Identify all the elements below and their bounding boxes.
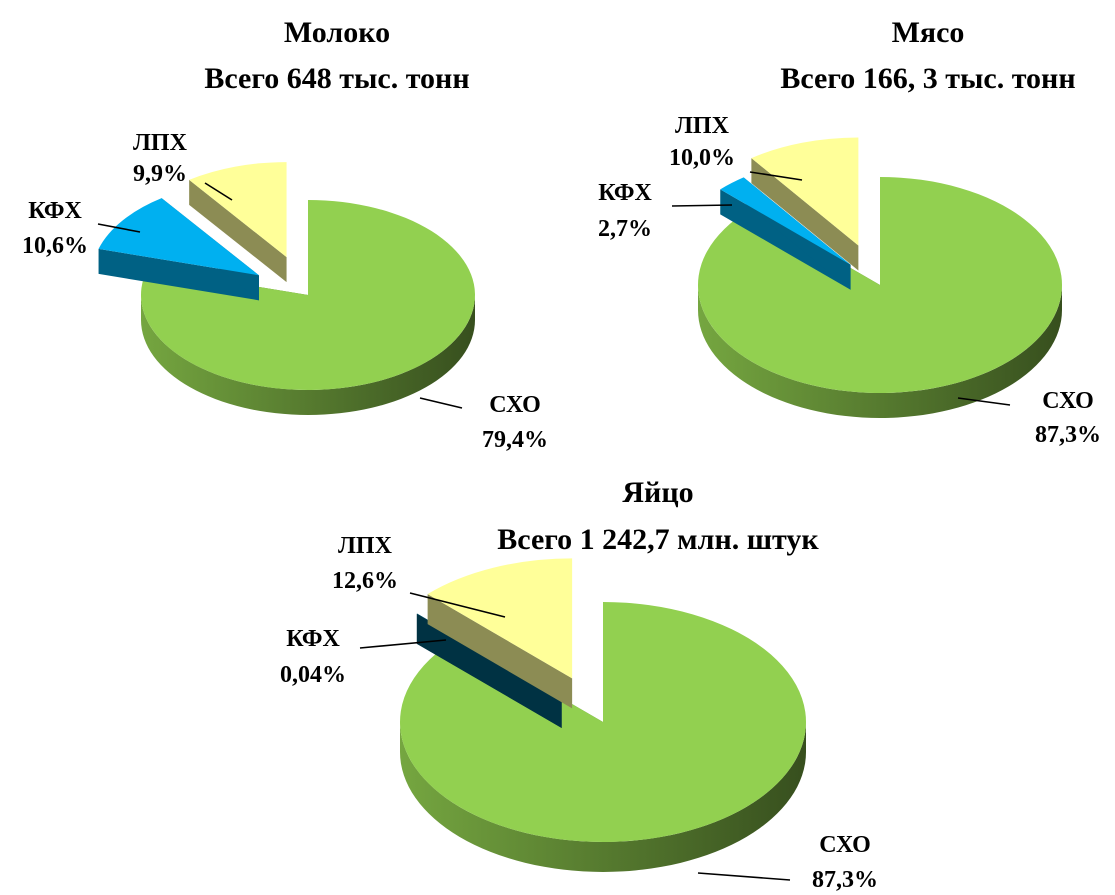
chart-subtitle-milk: Всего 648 тыс. тонн (204, 62, 469, 95)
data-label-milk-lph-value: 9,9% (133, 161, 187, 187)
leader-line-eggs-kfx (359, 639, 447, 649)
data-label-milk-lph-name: ЛПХ (133, 130, 188, 156)
leader-line-milk-kfx (97, 223, 141, 233)
data-label-eggs-sxo-value: 87,3% (812, 867, 878, 893)
data-label-eggs-sxo: СХО 87,3% (812, 832, 878, 893)
pie-slice-eggs-lph (427, 558, 573, 709)
data-label-milk-kfx: КФХ 10,6% (22, 198, 88, 259)
chart-title-milk: Молоко (284, 16, 390, 49)
pie-meat (671, 137, 1063, 418)
pie-slice-milk-lph (189, 162, 287, 283)
data-label-milk-sxo-name: СХО (489, 392, 541, 418)
data-label-eggs-sxo-name: СХО (819, 832, 871, 858)
chart-title-eggs: Яйцо (622, 476, 693, 509)
data-label-eggs-lph-value: 12,6% (332, 568, 398, 594)
leader-line-eggs-sxo (697, 872, 791, 881)
pie-milk (97, 162, 475, 415)
chart-title-meat: Мясо (892, 16, 965, 49)
leader-line-meat-sxo (957, 397, 1011, 406)
chart-eggs: Яйцо Всего 1 242,7 млн. штук ЛПХ 12,6% К… (280, 476, 878, 893)
leader-line-meat-lph (749, 171, 803, 181)
data-label-eggs-kfx: КФХ 0,04% (280, 626, 346, 688)
data-label-eggs-lph-name: ЛПХ (338, 533, 393, 559)
leader-line-milk-lph (204, 182, 233, 201)
leader-line-eggs-lph (409, 592, 506, 618)
data-label-meat-sxo: СХО 87,3% (1035, 388, 1101, 448)
data-label-meat-lph-name: ЛПХ (675, 113, 730, 139)
data-label-milk-kfx-name: КФХ (28, 198, 82, 224)
chart-milk: Молоко Всего 648 тыс. тонн ЛПХ 9,9% КФХ … (22, 16, 548, 453)
data-label-eggs-lph: ЛПХ 12,6% (332, 533, 398, 594)
chart-subtitle-meat: Всего 166, 3 тыс. тонн (780, 62, 1075, 95)
chart-meat: Мясо Всего 166, 3 тыс. тонн ЛПХ 10,0% КФ… (598, 16, 1101, 448)
data-label-meat-kfx: КФХ 2,7% (598, 180, 652, 242)
data-label-milk-sxo: СХО 79,4% (482, 392, 548, 453)
pie-slice-milk-kfx (98, 198, 259, 301)
data-label-meat-kfx-value: 2,7% (598, 216, 652, 242)
data-label-meat-sxo-value: 87,3% (1035, 422, 1101, 448)
pie-eggs (359, 558, 807, 881)
pie-slice-meat-kfx (720, 177, 851, 290)
data-label-eggs-kfx-value: 0,04% (280, 662, 346, 688)
data-label-milk-kfx-value: 10,6% (22, 233, 88, 259)
pie-slice-meat-lph (751, 137, 859, 271)
data-label-milk-sxo-value: 79,4% (482, 427, 548, 453)
data-label-eggs-kfx-name: КФХ (286, 626, 340, 652)
leader-line-milk-sxo (419, 397, 463, 409)
data-label-meat-lph-value: 10,0% (669, 145, 735, 171)
leader-line-meat-kfx (671, 204, 733, 207)
data-label-meat-sxo-name: СХО (1042, 388, 1094, 414)
data-label-meat-lph: ЛПХ 10,0% (669, 113, 735, 171)
chart-subtitle-eggs: Всего 1 242,7 млн. штук (497, 523, 819, 556)
data-label-milk-lph: ЛПХ 9,9% (133, 130, 188, 187)
data-label-meat-kfx-name: КФХ (598, 180, 652, 206)
